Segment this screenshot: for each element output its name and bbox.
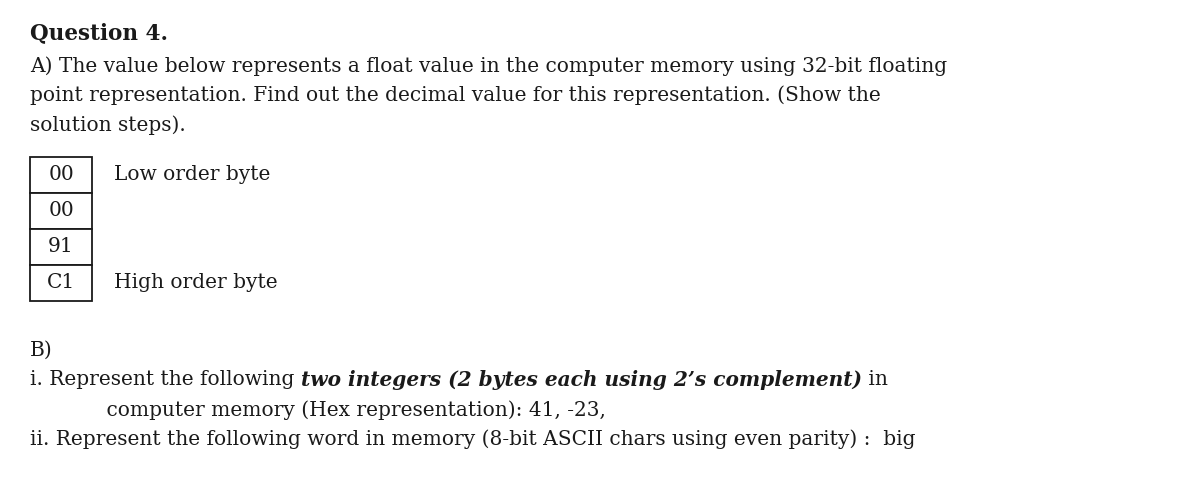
Text: A) The value below represents a float value in the computer memory using 32-bit : A) The value below represents a float va… <box>30 56 947 76</box>
Text: B): B) <box>30 341 53 360</box>
Bar <box>30 265 92 301</box>
Text: computer memory (Hex representation): 41, -23,: computer memory (Hex representation): 41… <box>30 400 606 420</box>
Text: 00: 00 <box>48 165 74 184</box>
Text: ii. Represent the following word in memory (8-bit ASCII chars using even parity): ii. Represent the following word in memo… <box>30 429 916 449</box>
Text: 91: 91 <box>48 238 74 257</box>
Text: i. Represent the following: i. Represent the following <box>30 370 301 389</box>
Text: two integers (2 bytes each using 2’s complement): two integers (2 bytes each using 2’s com… <box>301 370 862 390</box>
Text: in: in <box>862 370 888 389</box>
Text: 00: 00 <box>48 202 74 221</box>
Bar <box>30 157 92 193</box>
Text: High order byte: High order byte <box>114 273 277 292</box>
Text: solution steps).: solution steps). <box>30 115 186 135</box>
Text: point representation. Find out the decimal value for this representation. (Show : point representation. Find out the decim… <box>30 85 881 105</box>
Bar <box>30 193 92 229</box>
Bar <box>30 229 92 265</box>
Text: C1: C1 <box>47 273 76 292</box>
Text: Question 4.: Question 4. <box>30 22 168 44</box>
Text: Low order byte: Low order byte <box>114 165 270 184</box>
